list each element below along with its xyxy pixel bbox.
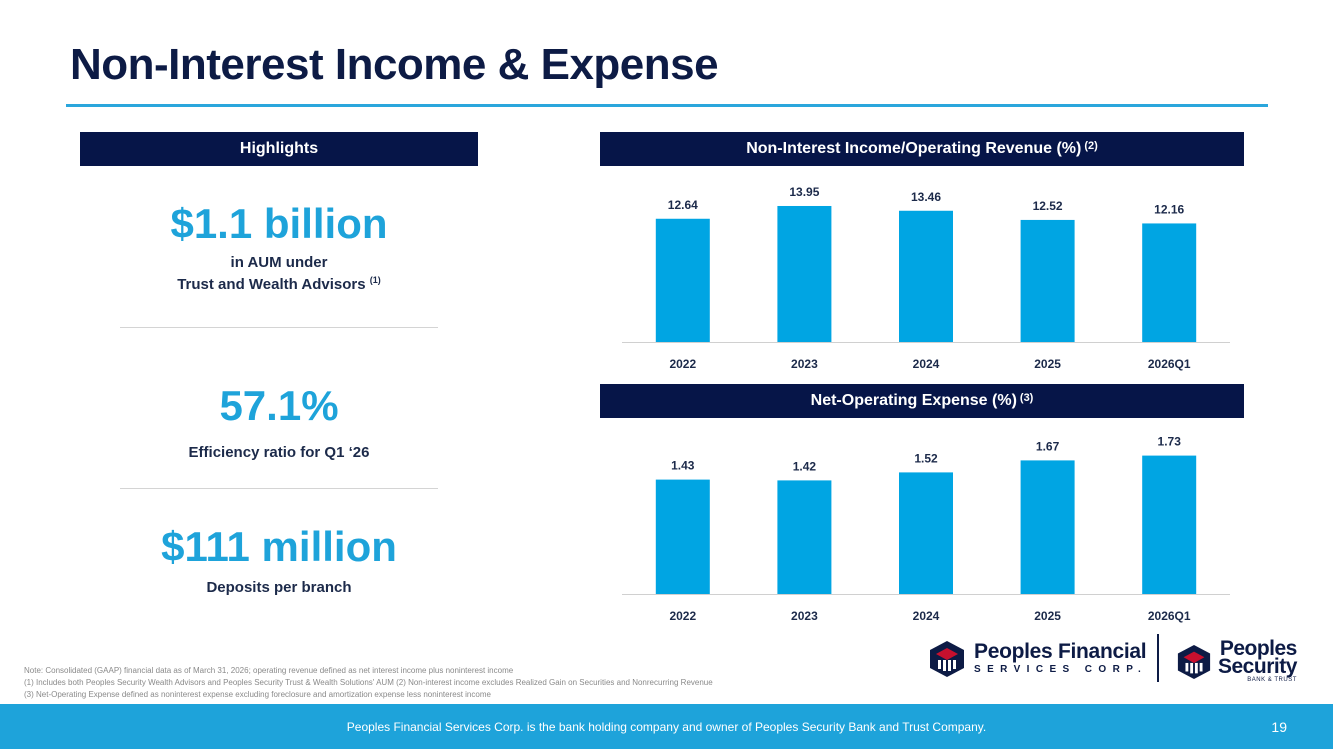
peoples-security-logo: Peoples Security BANK & TRUST [1176, 637, 1298, 684]
highlight-deposits-label: Deposits per branch [206, 579, 352, 597]
x-tick-label: 2026Q1 [1148, 357, 1191, 371]
income-bar-chart: 12.64 2022 13.95 2023 13.46 2024 12.52 2025 12.1… [622, 185, 1230, 371]
chart-income-header: Non-Interest Income/Operating Revenue (%… [600, 132, 1244, 166]
footnote-line: Note: Consolidated (GAAP) financial data… [24, 666, 514, 675]
highlight-efficiency-value: 57.1% [219, 382, 339, 429]
peoples-financial-logo: Peoples Financial SERVICES CORP. [928, 640, 1147, 678]
data-label: 1.43 [671, 459, 695, 473]
logo-separator [1157, 634, 1159, 682]
data-label: 12.52 [1033, 199, 1063, 213]
data-label: 12.64 [668, 198, 698, 212]
chart-income-note: (2) [1084, 140, 1098, 152]
data-label: 1.73 [1158, 435, 1182, 449]
highlight-divider [120, 488, 438, 489]
highlight-aum-line2: Trust and Wealth Advisors [177, 275, 366, 293]
highlight-aum-line2-wrap: Trust and Wealth Advisors (1) [80, 274, 478, 296]
page-number: 19 [1271, 718, 1287, 735]
ps-logo-tag: BANK & TRUST [1247, 677, 1297, 683]
highlight-deposits: $111 million Deposits per branch [80, 523, 478, 599]
chart-expense-note: (3) [1019, 392, 1034, 404]
ps-logo-line1: Peoples [1219, 637, 1298, 660]
x-tick-label: 2022 [669, 357, 696, 371]
highlight-efficiency: 57.1% Efficiency ratio for Q1 ‘26 [80, 382, 478, 464]
footnote-line: (3) Net-Operating Expense defined as non… [24, 690, 491, 699]
x-tick-label: 2023 [791, 609, 818, 623]
highlight-aum-note: (1) [369, 274, 381, 285]
data-label: 1.42 [793, 459, 817, 473]
bar-2026Q1 [1142, 455, 1197, 594]
data-label: 12.16 [1154, 202, 1184, 216]
footer-bar: Peoples Financial Services Corp. is the … [0, 704, 1333, 749]
data-label: 1.67 [1036, 439, 1060, 453]
highlight-aum-line1: in AUM under [230, 254, 328, 272]
shield-emblem-icon [930, 641, 964, 677]
footer-text: Peoples Financial Services Corp. is the … [346, 719, 987, 734]
bar-2022 [655, 218, 710, 342]
chart-expense-title: Net-Operating Expense (%) [810, 392, 1017, 409]
footnote-line: (1) Includes both Peoples Security Wealt… [24, 678, 713, 687]
highlights-header: Highlights [80, 132, 478, 166]
pf-logo-sub: SERVICES CORP. [974, 664, 1148, 675]
expense-bar-chart: 1.43 2022 1.42 2023 1.52 2024 1.67 2025 1.73 2026… [622, 435, 1230, 623]
highlight-aum: $1.1 billion in AUM under Trust and Weal… [80, 200, 478, 296]
x-tick-label: 2023 [791, 357, 818, 371]
page-title: Non-Interest Income & Expense [70, 40, 719, 89]
highlight-divider [120, 327, 438, 328]
highlight-efficiency-label: Efficiency ratio for Q1 ‘26 [188, 444, 370, 462]
chart-income-title: Non-Interest Income/Operating Revenue (%… [746, 140, 1082, 157]
chart-expense-header: Net-Operating Expense (%) (3) [600, 384, 1244, 418]
bar-2024 [899, 210, 953, 342]
x-tick-label: 2026Q1 [1148, 609, 1191, 623]
bar-2025 [1020, 460, 1075, 594]
bar-2024 [899, 472, 953, 594]
data-label: 13.95 [789, 185, 819, 199]
bar-2022 [655, 479, 710, 594]
x-tick-label: 2025 [1034, 357, 1061, 371]
shield-emblem-icon [1177, 644, 1211, 680]
x-tick-label: 2024 [913, 609, 940, 623]
data-label: 13.46 [911, 190, 941, 204]
ps-logo-line2: Security [1218, 655, 1297, 678]
x-tick-label: 2022 [669, 609, 696, 623]
bar-2023 [777, 205, 832, 342]
highlight-aum-value: $1.1 billion [170, 200, 388, 247]
highlight-deposits-value: $111 million [161, 523, 397, 570]
data-label: 1.52 [914, 451, 938, 465]
highlights-header-label: Highlights [239, 140, 319, 157]
bar-2023 [777, 480, 832, 594]
footnotes: Note: Consolidated (GAAP) financial data… [24, 665, 713, 701]
bar-2025 [1020, 219, 1075, 342]
x-tick-label: 2024 [913, 357, 940, 371]
x-tick-label: 2025 [1034, 609, 1061, 623]
pf-logo-name: Peoples Financial [974, 640, 1147, 663]
title-rule [66, 104, 1268, 107]
bar-2026Q1 [1142, 223, 1197, 342]
